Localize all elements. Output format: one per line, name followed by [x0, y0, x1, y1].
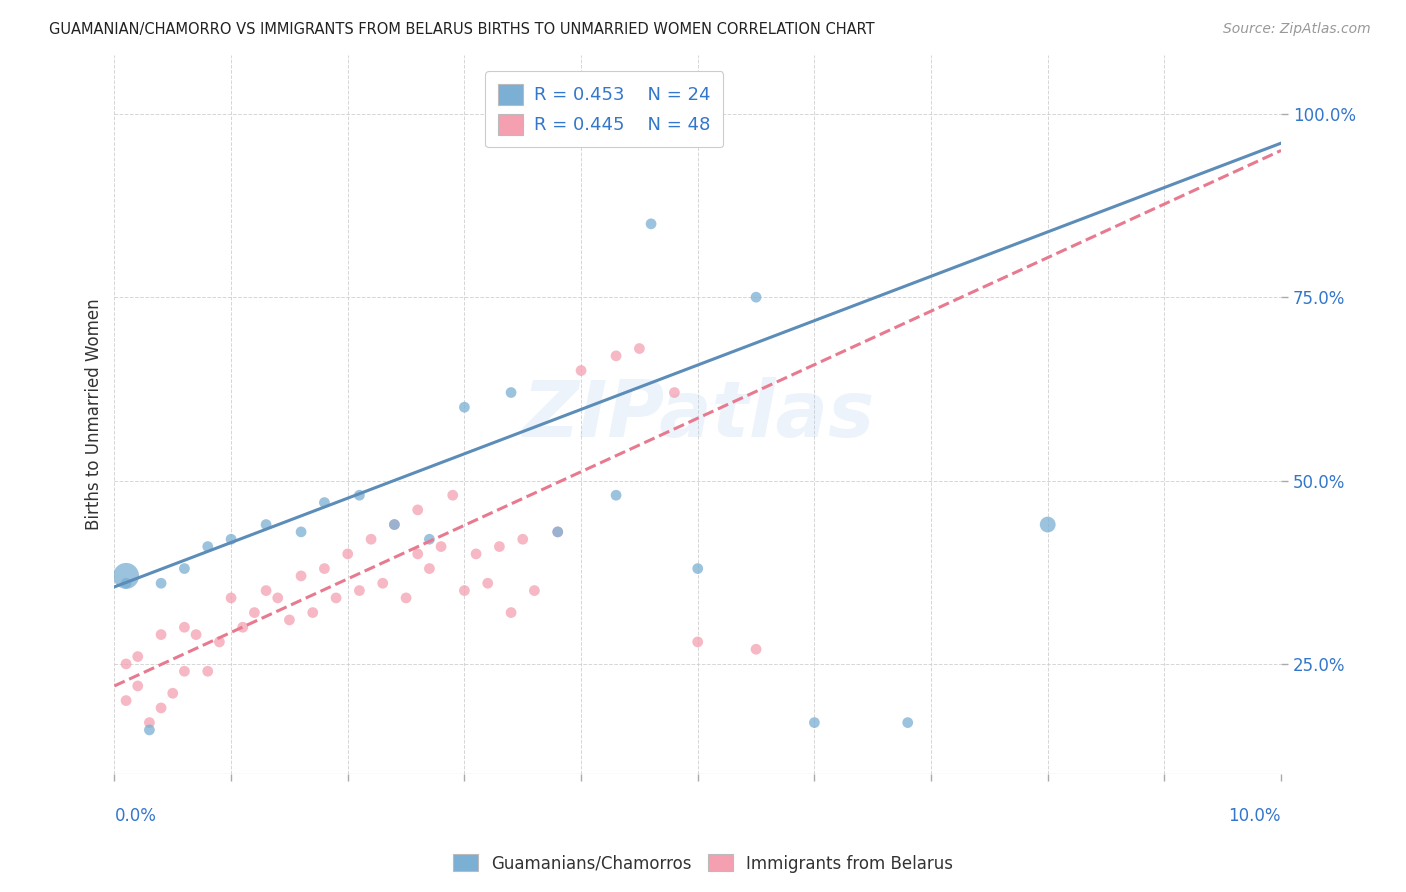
Point: [173, 561, 195, 575]
Point: [499, 385, 522, 400]
Text: Source: ZipAtlas.com: Source: ZipAtlas.com: [1223, 22, 1371, 37]
Point: [325, 591, 347, 605]
Point: [314, 495, 336, 509]
Point: [418, 561, 440, 575]
Point: [547, 524, 569, 539]
Point: [290, 524, 312, 539]
Point: [290, 569, 312, 583]
Text: GUAMANIAN/CHAMORRO VS IMMIGRANTS FROM BELARUS BIRTHS TO UNMARRIED WOMEN CORRELAT: GUAMANIAN/CHAMORRO VS IMMIGRANTS FROM BE…: [49, 22, 875, 37]
Point: [430, 540, 453, 554]
Legend: Guamanians/Chamorros, Immigrants from Belarus: Guamanians/Chamorros, Immigrants from Be…: [446, 847, 960, 880]
Point: [465, 547, 488, 561]
Point: [127, 649, 149, 664]
Point: [803, 715, 825, 730]
Point: [406, 503, 429, 517]
Point: [569, 363, 592, 377]
Point: [138, 723, 160, 737]
Point: [453, 583, 475, 598]
Point: [605, 349, 627, 363]
Point: [162, 686, 184, 700]
Point: [686, 635, 709, 649]
Text: 10.0%: 10.0%: [1229, 807, 1281, 825]
Point: [395, 591, 418, 605]
Point: [173, 620, 195, 634]
Point: [477, 576, 499, 591]
Point: [127, 679, 149, 693]
Point: [371, 576, 394, 591]
Point: [138, 715, 160, 730]
Point: [219, 533, 242, 547]
Point: [640, 217, 662, 231]
Point: [384, 517, 406, 532]
Point: [243, 606, 266, 620]
Point: [314, 561, 336, 575]
Point: [150, 701, 173, 715]
Text: ZIPatlas: ZIPatlas: [522, 376, 875, 452]
Point: [301, 606, 323, 620]
Point: [406, 547, 429, 561]
Point: [267, 591, 290, 605]
Point: [384, 517, 406, 532]
Y-axis label: Births to Unmarried Women: Births to Unmarried Women: [86, 299, 103, 531]
Point: [441, 488, 464, 502]
Point: [418, 533, 440, 547]
Point: [512, 533, 534, 547]
Point: [197, 665, 219, 679]
Point: [254, 517, 277, 532]
Point: [897, 715, 920, 730]
Point: [115, 569, 138, 583]
Point: [208, 635, 231, 649]
Point: [184, 627, 207, 641]
Point: [197, 540, 219, 554]
Point: [349, 583, 371, 598]
Point: [150, 576, 173, 591]
Point: [745, 290, 768, 304]
Text: 0.0%: 0.0%: [114, 807, 156, 825]
Point: [336, 547, 359, 561]
Point: [499, 606, 522, 620]
Point: [349, 488, 371, 502]
Point: [628, 342, 651, 356]
Point: [115, 657, 138, 671]
Point: [745, 642, 768, 657]
Point: [523, 583, 546, 598]
Point: [115, 693, 138, 707]
Point: [664, 107, 686, 121]
Point: [219, 591, 242, 605]
Point: [360, 533, 382, 547]
Point: [232, 620, 254, 634]
Legend: R = 0.453    N = 24, R = 0.445    N = 48: R = 0.453 N = 24, R = 0.445 N = 48: [485, 71, 723, 147]
Point: [278, 613, 301, 627]
Point: [1036, 517, 1059, 532]
Point: [173, 665, 195, 679]
Point: [254, 583, 277, 598]
Point: [488, 540, 510, 554]
Point: [605, 488, 627, 502]
Point: [547, 524, 569, 539]
Point: [686, 561, 709, 575]
Point: [115, 576, 138, 591]
Point: [150, 627, 173, 641]
Point: [664, 385, 686, 400]
Point: [453, 401, 475, 415]
